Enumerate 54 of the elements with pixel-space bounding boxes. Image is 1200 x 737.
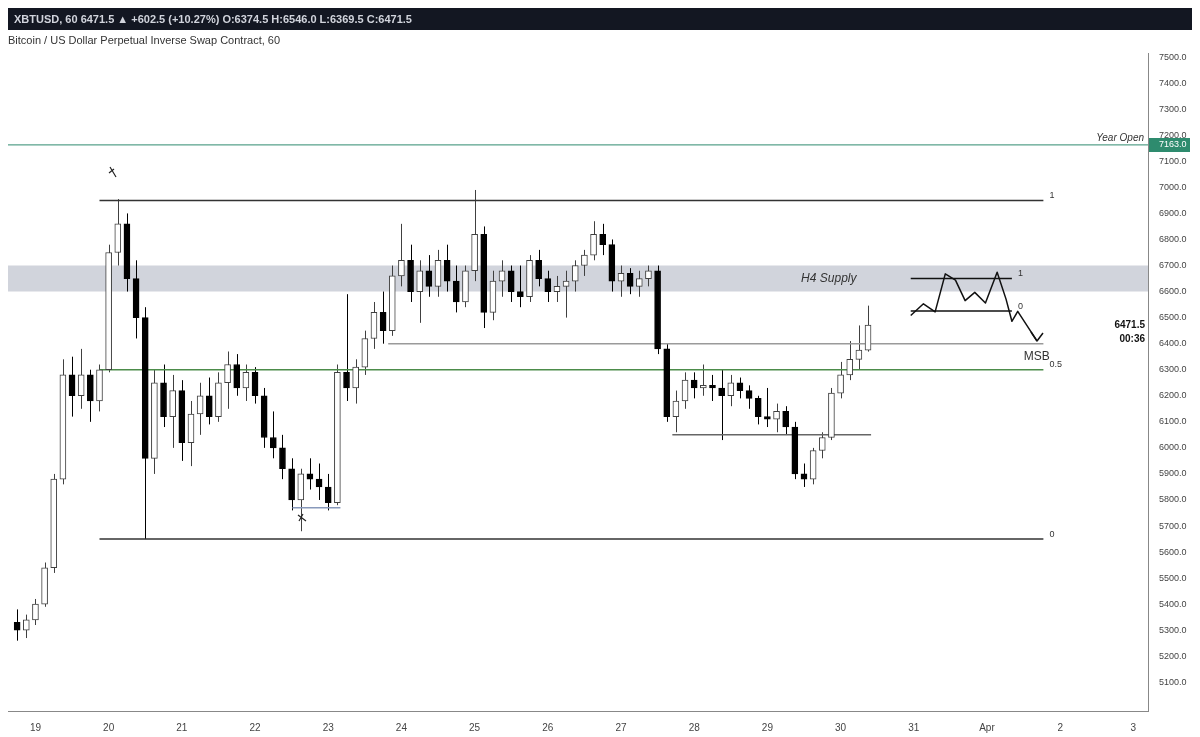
- y-tick-label: 7300.0: [1159, 103, 1187, 114]
- annotation: MSB: [1023, 348, 1050, 363]
- x-tick-label: 22: [249, 721, 262, 733]
- x-tick-label: 23: [322, 721, 335, 733]
- y-tick-label: 5800.0: [1159, 494, 1187, 505]
- annotation: 1: [1049, 189, 1055, 200]
- y-tick-label: 5100.0: [1159, 676, 1187, 687]
- y-tick-label: 7500.0: [1159, 51, 1187, 62]
- x-tick-label: 21: [176, 721, 188, 733]
- y-tick-label: 6500.0: [1159, 312, 1187, 323]
- y-tick-label: 6200.0: [1159, 390, 1187, 401]
- x-tick-label: 19: [29, 721, 42, 733]
- y-tick-label: 7100.0: [1159, 155, 1187, 166]
- y-tick-label: 6900.0: [1159, 207, 1187, 218]
- x-tick-label: 29: [761, 721, 774, 733]
- y-tick-label: 5600.0: [1159, 546, 1187, 557]
- x-tick-label: 26: [542, 721, 554, 733]
- annotation: 1: [1017, 268, 1023, 279]
- y-tick-label: 6700.0: [1159, 260, 1187, 270]
- annotation: 6471.5: [1114, 318, 1146, 330]
- x-tick-label: 2: [1057, 721, 1064, 733]
- y-tick-label: 5700.0: [1159, 520, 1187, 531]
- x-tick-label: 30: [835, 721, 847, 733]
- chart-subtitle: XBTUSD, 60 6471.5 ▲ +602.5 (+10.27%) O:6374.5 H:6546.0 L:6369.5 C:6471.5: [8, 8, 1192, 30]
- annotation: 0.5: [1049, 359, 1062, 370]
- x-tick-label: 24: [395, 721, 408, 733]
- y-tick-label: 6000.0: [1159, 442, 1187, 453]
- y-tick-label: 7000.0: [1159, 181, 1187, 192]
- y-tick-label: 7200.0: [1159, 129, 1187, 140]
- x-tick-label: 31: [908, 721, 920, 733]
- band-label: H4 Supply: [801, 270, 858, 285]
- x-tick-label: 27: [615, 721, 627, 733]
- x-tick-label: 20: [103, 721, 115, 733]
- y-tick-label: 5500.0: [1159, 572, 1187, 583]
- y-tick-label: 6800.0: [1159, 233, 1187, 244]
- y-tick-label: 5300.0: [1159, 624, 1187, 635]
- x-tick-label: 3: [1130, 721, 1137, 733]
- annotation: 0: [1049, 528, 1055, 539]
- y-tick-label: 5900.0: [1159, 468, 1187, 479]
- ref-line-label: Year Open: [1096, 131, 1145, 143]
- y-tick-label: 7400.0: [1159, 77, 1187, 88]
- chart-title: Bitcoin / US Dollar Perpetual Inverse Swap Contract, 60: [8, 33, 281, 46]
- y-tick-label: 6400.0: [1159, 338, 1187, 349]
- x-tick-label: 28: [688, 721, 701, 733]
- y-tick-label: 7163.0: [1159, 139, 1187, 150]
- y-tick-label: 5400.0: [1159, 598, 1187, 609]
- y-tick-label: 5200.0: [1159, 650, 1187, 661]
- annotation: 0: [1017, 300, 1023, 311]
- x-tick-label: Apr: [979, 721, 996, 733]
- y-tick-label: 6300.0: [1159, 364, 1187, 375]
- x-tick-label: 25: [469, 721, 481, 733]
- annotation: 00:36: [1119, 332, 1146, 344]
- y-tick-label: 6600.0: [1159, 286, 1187, 297]
- y-tick-label: 6100.0: [1159, 416, 1187, 427]
